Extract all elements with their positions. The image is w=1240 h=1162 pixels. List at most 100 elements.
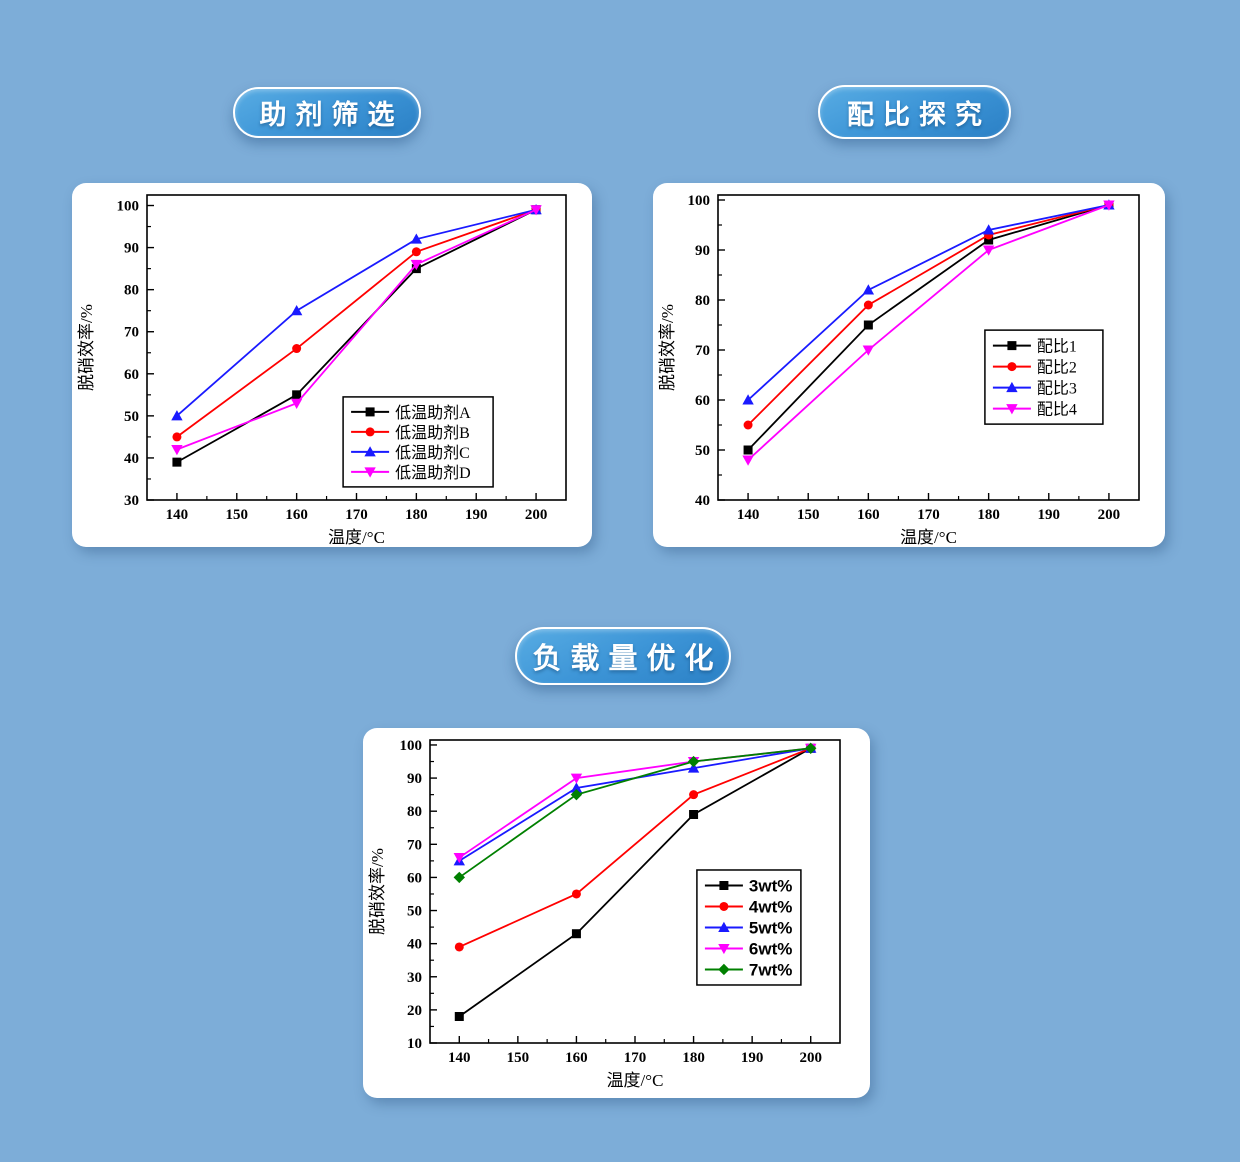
series-4: [453, 742, 817, 884]
square-marker: [1007, 341, 1017, 351]
triangle-down-marker: [742, 455, 754, 466]
x-axis-title: 温度/°C: [900, 528, 957, 547]
x-tick-label: 180: [977, 507, 1000, 523]
triangle-down-marker: [530, 205, 542, 216]
triangle-up-marker: [862, 284, 875, 295]
x-tick-label: 200: [1098, 507, 1121, 523]
triangle-up-marker: [364, 446, 376, 457]
chart-card-additive-screening: 140 150 160 170 180 190 200 30 40 50 60 70 80 90 100 温度…: [72, 183, 592, 547]
badge-ratio-exploration-label: 配比探究: [847, 99, 991, 130]
series-line: [176, 208, 537, 451]
x-tick-label: 190: [1038, 507, 1061, 523]
legend: 3wt% 4wt% 5wt% 6wt% 7wt%: [696, 869, 802, 986]
square-marker: [571, 929, 581, 939]
series-line: [176, 208, 537, 417]
square-marker: [743, 445, 753, 455]
x-tick-label: 170: [624, 1050, 647, 1066]
circle-marker: [454, 942, 464, 952]
circle-marker: [292, 344, 302, 354]
circle-marker: [743, 420, 753, 430]
legend-label: 低温助剂A: [395, 404, 471, 422]
triangle-down-marker: [718, 943, 730, 955]
square-marker: [365, 407, 375, 417]
y-tick-label: 60: [695, 393, 710, 409]
plot-area: 140 150 160 170 180 190 200 10 20 30 40 50 60 70 80 90 1…: [368, 738, 841, 1090]
circle-marker: [719, 901, 729, 911]
triangle-down-marker: [364, 467, 376, 478]
square-marker: [689, 810, 699, 820]
y-tick-label: 50: [695, 443, 710, 459]
x-tick-label: 180: [682, 1050, 705, 1066]
series-line: [747, 204, 1110, 451]
y-tick-label: 50: [124, 409, 139, 425]
badge-loading-optimization-label: 负载量优化: [532, 643, 723, 675]
y-axis-title: 脱硝效率/%: [658, 304, 677, 391]
series-line: [458, 747, 812, 948]
diamond-marker: [453, 871, 465, 884]
series-line: [176, 208, 537, 438]
series-line: [747, 204, 1110, 461]
y-tick-label: 70: [695, 343, 710, 359]
y-tick-label: 90: [407, 771, 422, 787]
square-marker: [863, 320, 873, 330]
y-axis-title: 脱硝效率/%: [77, 304, 96, 391]
legend: 配比1 配比2 配比3 配比4: [984, 329, 1104, 425]
series-line: [458, 747, 812, 1018]
circle-marker: [689, 790, 699, 800]
y-tick-label: 80: [407, 804, 422, 820]
x-tick-label: 170: [345, 507, 368, 523]
legend-label: 低温助剂D: [395, 464, 471, 482]
chart-additive-screening: 140 150 160 170 180 190 200 30 40 50 60 70 80 90 100 温度…: [77, 194, 567, 547]
triangle-down-marker: [982, 245, 995, 256]
y-tick-label: 40: [124, 451, 139, 467]
legend-label: 5wt%: [749, 918, 792, 937]
square-marker: [292, 390, 302, 400]
x-tick-label: 140: [166, 507, 189, 523]
diamond-marker: [805, 742, 817, 754]
series-line: [176, 208, 537, 463]
y-tick-label: 20: [407, 1003, 422, 1019]
series-2: [453, 742, 817, 866]
x-tick-label: 160: [285, 507, 308, 523]
y-tick-label: 100: [400, 738, 423, 754]
y-tick-label: 30: [407, 970, 422, 986]
y-tick-label: 90: [695, 243, 710, 259]
triangle-down-marker: [171, 445, 183, 456]
y-tick-label: 40: [407, 937, 422, 953]
x-axis-title: 温度/°C: [328, 528, 385, 547]
y-tick-label: 10: [407, 1036, 422, 1052]
triangle-down-marker: [1006, 404, 1018, 415]
circle-marker: [411, 247, 421, 257]
x-tick-label: 150: [226, 507, 249, 523]
axis-ticks: 140 150 160 170 180 190 200 30 40 50 60 70 80 90 100: [117, 199, 548, 523]
series-3: [742, 200, 1115, 466]
y-tick-label: 100: [688, 193, 711, 209]
plot-area: 140 150 160 170 180 190 200 40 50 60 70 80 90 100 温度/°…: [658, 193, 1140, 547]
x-tick-label: 140: [737, 507, 760, 523]
y-tick-label: 70: [407, 837, 422, 853]
chart-ratio-exploration: 140 150 160 170 180 190 200 40 50 60 70 80 90 100 温度/°…: [658, 193, 1140, 547]
badge-loading-optimization: 负载量优化: [515, 627, 731, 685]
legend: 低温助剂A 低温助剂B 低温助剂C 低温助剂D: [342, 396, 494, 488]
legend-label: 低温助剂B: [395, 424, 470, 442]
legend-label: 配比3: [1037, 380, 1077, 398]
triangle-down-marker: [862, 345, 875, 356]
legend-label: 7wt%: [749, 960, 792, 979]
chart-card-ratio-exploration: 140 150 160 170 180 190 200 40 50 60 70 80 90 100 温度/°…: [653, 183, 1165, 547]
triangle-up-marker: [982, 224, 995, 235]
triangle-down-marker: [410, 259, 423, 271]
x-tick-label: 190: [465, 507, 488, 523]
y-tick-label: 90: [124, 241, 139, 257]
triangle-up-marker: [290, 304, 303, 316]
circle-marker: [1007, 362, 1017, 372]
y-tick-label: 50: [407, 904, 422, 920]
chart-card-loading-optimization: 140 150 160 170 180 190 200 10 20 30 40 50 60 70 80 90 1…: [363, 728, 870, 1098]
triangle-down-marker: [290, 398, 303, 409]
legend-label: 4wt%: [749, 897, 792, 916]
y-tick-label: 100: [117, 199, 140, 215]
x-axis-title: 温度/°C: [607, 1071, 664, 1090]
square-marker: [719, 880, 729, 890]
series-3: [171, 205, 542, 456]
triangle-up-marker: [1006, 381, 1018, 393]
